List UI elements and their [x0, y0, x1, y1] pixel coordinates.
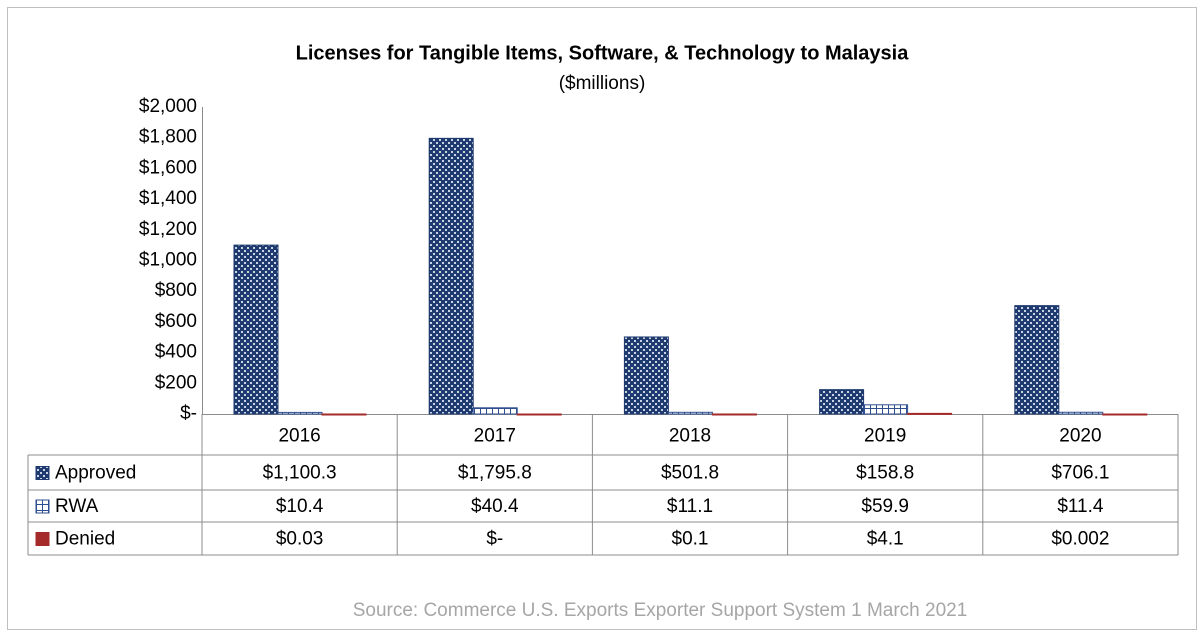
- bar: [277, 411, 323, 415]
- legend-label: RWA: [55, 496, 99, 517]
- legend-swatch: [35, 532, 50, 546]
- bar: [1058, 411, 1104, 415]
- data-table-value: $40.4: [471, 496, 519, 517]
- data-table-value: $11.4: [1057, 496, 1104, 517]
- data-table-value: $0.1: [672, 529, 709, 550]
- legend-label: Approved: [55, 463, 136, 484]
- y-tick-label: $400: [155, 342, 197, 363]
- legend-swatch: [35, 466, 50, 480]
- source-note: Source: Commerce U.S. Exports Exporter S…: [353, 600, 968, 621]
- bar: [863, 404, 909, 415]
- bar: [516, 413, 562, 416]
- bar: [711, 413, 757, 416]
- data-table-value: $4.1: [867, 529, 904, 550]
- bar: [472, 407, 518, 415]
- bar: [907, 412, 953, 415]
- bar: [819, 389, 865, 415]
- bar: [321, 413, 367, 416]
- data-table-value: $-: [486, 529, 503, 550]
- x-tick-label: 2018: [669, 426, 711, 447]
- y-tick-label: $200: [155, 372, 197, 393]
- x-tick-label: 2016: [278, 426, 320, 447]
- x-tick-label: 2020: [1059, 426, 1101, 447]
- y-tick-label: $1,200: [139, 219, 197, 240]
- data-table-value: $1,100.3: [263, 463, 337, 484]
- x-tick-label: 2017: [474, 426, 516, 447]
- data-table-value: $0.03: [276, 529, 324, 550]
- chart-title: Licenses for Tangible Items, Software, &…: [296, 42, 910, 64]
- data-table-value: $10.4: [276, 496, 324, 517]
- legend-swatch: [35, 499, 50, 514]
- legend-label: Denied: [55, 529, 115, 550]
- bar: [1102, 413, 1148, 416]
- bar: [667, 411, 713, 415]
- bar: [623, 336, 669, 415]
- y-tick-label: $-: [180, 403, 197, 424]
- bar: [428, 137, 474, 415]
- y-tick-label: $800: [155, 280, 197, 301]
- bar: [233, 244, 279, 415]
- y-tick-label: $2,000: [139, 96, 197, 117]
- chart-subtitle: ($millions): [559, 73, 646, 94]
- chart-frame: [7, 7, 1197, 630]
- data-table-value: $59.9: [861, 496, 909, 517]
- data-table-value: $706.1: [1051, 463, 1109, 484]
- y-tick-label: $600: [155, 311, 197, 332]
- y-tick-label: $1,800: [139, 127, 197, 148]
- x-tick-label: 2019: [864, 426, 906, 447]
- data-table-value: $158.8: [856, 463, 914, 484]
- y-tick-label: $1,000: [139, 250, 197, 271]
- data-table-value: $11.1: [667, 496, 713, 517]
- data-table-value: $1,795.8: [458, 463, 532, 484]
- bar: [1014, 305, 1060, 415]
- y-tick-label: $1,400: [139, 188, 197, 209]
- data-table-value: $501.8: [661, 463, 719, 484]
- y-tick-label: $1,600: [139, 157, 197, 178]
- data-table-value: $0.002: [1051, 529, 1109, 550]
